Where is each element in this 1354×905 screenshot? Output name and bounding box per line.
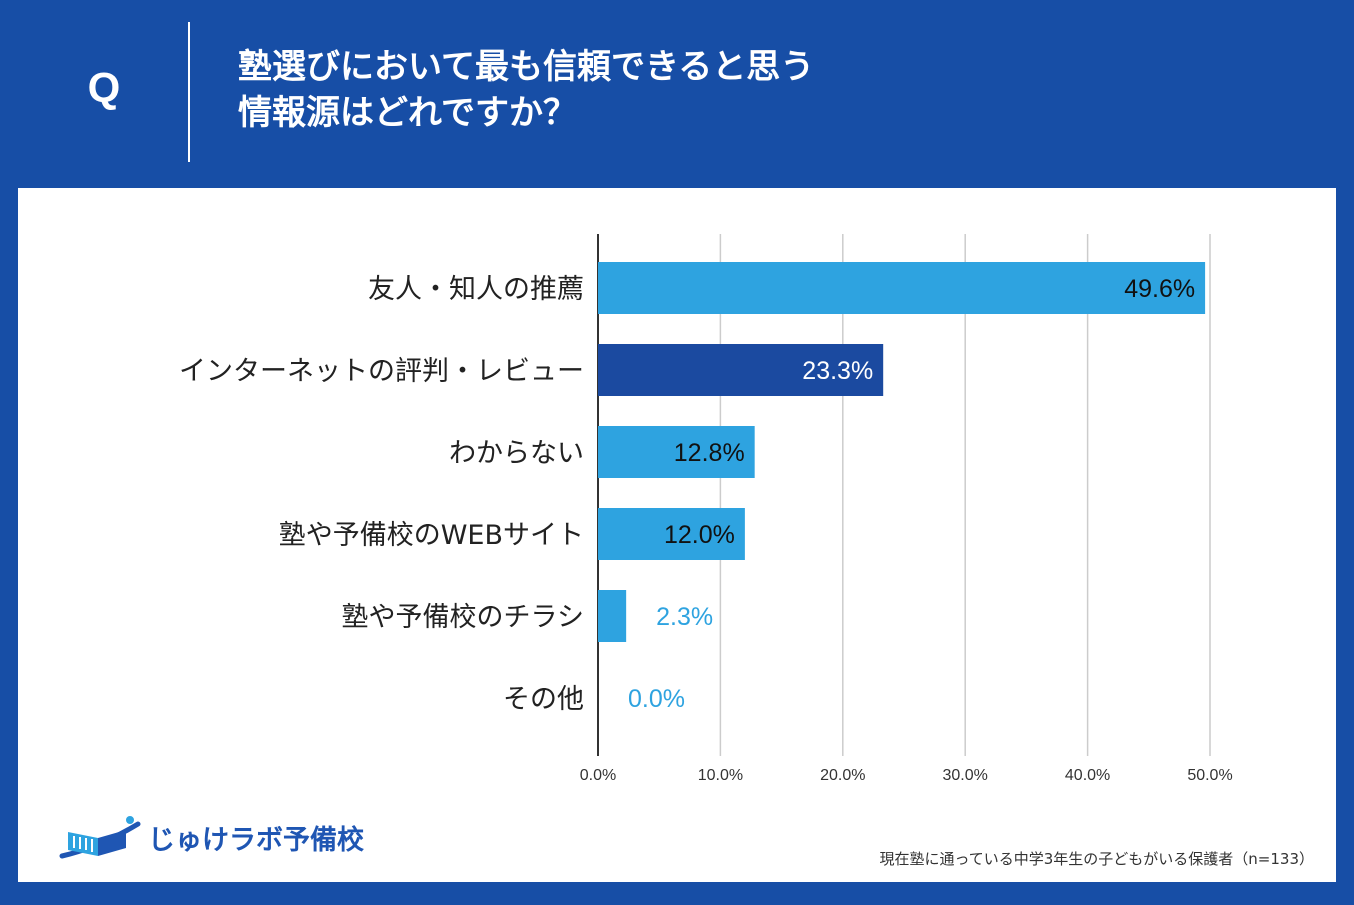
data-label: 49.6% xyxy=(1124,275,1195,303)
category-label: 友人・知人の推薦 xyxy=(368,274,584,305)
category-label: 塾や予備校のWEBサイト xyxy=(279,520,584,551)
footnote: 現在塾に通っている中学3年生の子どもがいる保護者（n=133） xyxy=(879,850,1314,868)
question-line-1: 塾選びにおいて最も信頼できると思う xyxy=(238,47,815,87)
data-label: 23.3% xyxy=(802,357,873,385)
x-tick-label: 30.0% xyxy=(943,767,988,784)
category-label: インターネットの評判・レビュー xyxy=(179,356,584,387)
data-label: 2.3% xyxy=(656,603,713,631)
x-tick-label: 50.0% xyxy=(1187,767,1232,784)
x-tick-label: 0.0% xyxy=(580,767,616,784)
question-line-2: 情報源はどれですか？ xyxy=(238,93,577,133)
x-tick-label: 20.0% xyxy=(820,767,865,784)
bar-chart: 0.0% 10.0% 20.0% 30.0% 40.0% 50.0% 友人・知人の推薦 49.… xyxy=(179,234,1233,784)
category-label: わからない xyxy=(449,438,584,469)
x-tick-label: 40.0% xyxy=(1065,767,1110,784)
bar xyxy=(598,508,745,560)
category-label: 塾や予備校のチラシ xyxy=(342,602,584,633)
bar xyxy=(598,344,884,396)
open-book-icon xyxy=(59,816,141,859)
q-label: Q xyxy=(87,64,121,111)
category-label: その他 xyxy=(503,684,584,715)
data-label: 12.8% xyxy=(674,439,745,467)
bar xyxy=(598,590,627,642)
bar xyxy=(598,426,755,478)
data-label: 0.0% xyxy=(628,685,685,713)
brand-logo: じゅけラボ予備校 xyxy=(58,810,388,864)
question-title: 塾選びにおいて最も信頼できると思う 情報源はどれですか？ xyxy=(238,44,1298,136)
data-label: 12.0% xyxy=(664,521,735,549)
brand-name: じゅけラボ予備校 xyxy=(148,825,364,856)
chart-panel: 0.0% 10.0% 20.0% 30.0% 40.0% 50.0% 友人・知人の推薦 49.… xyxy=(18,188,1336,882)
x-tick-label: 10.0% xyxy=(698,767,743,784)
header-divider xyxy=(188,22,190,162)
bar xyxy=(598,262,1206,314)
